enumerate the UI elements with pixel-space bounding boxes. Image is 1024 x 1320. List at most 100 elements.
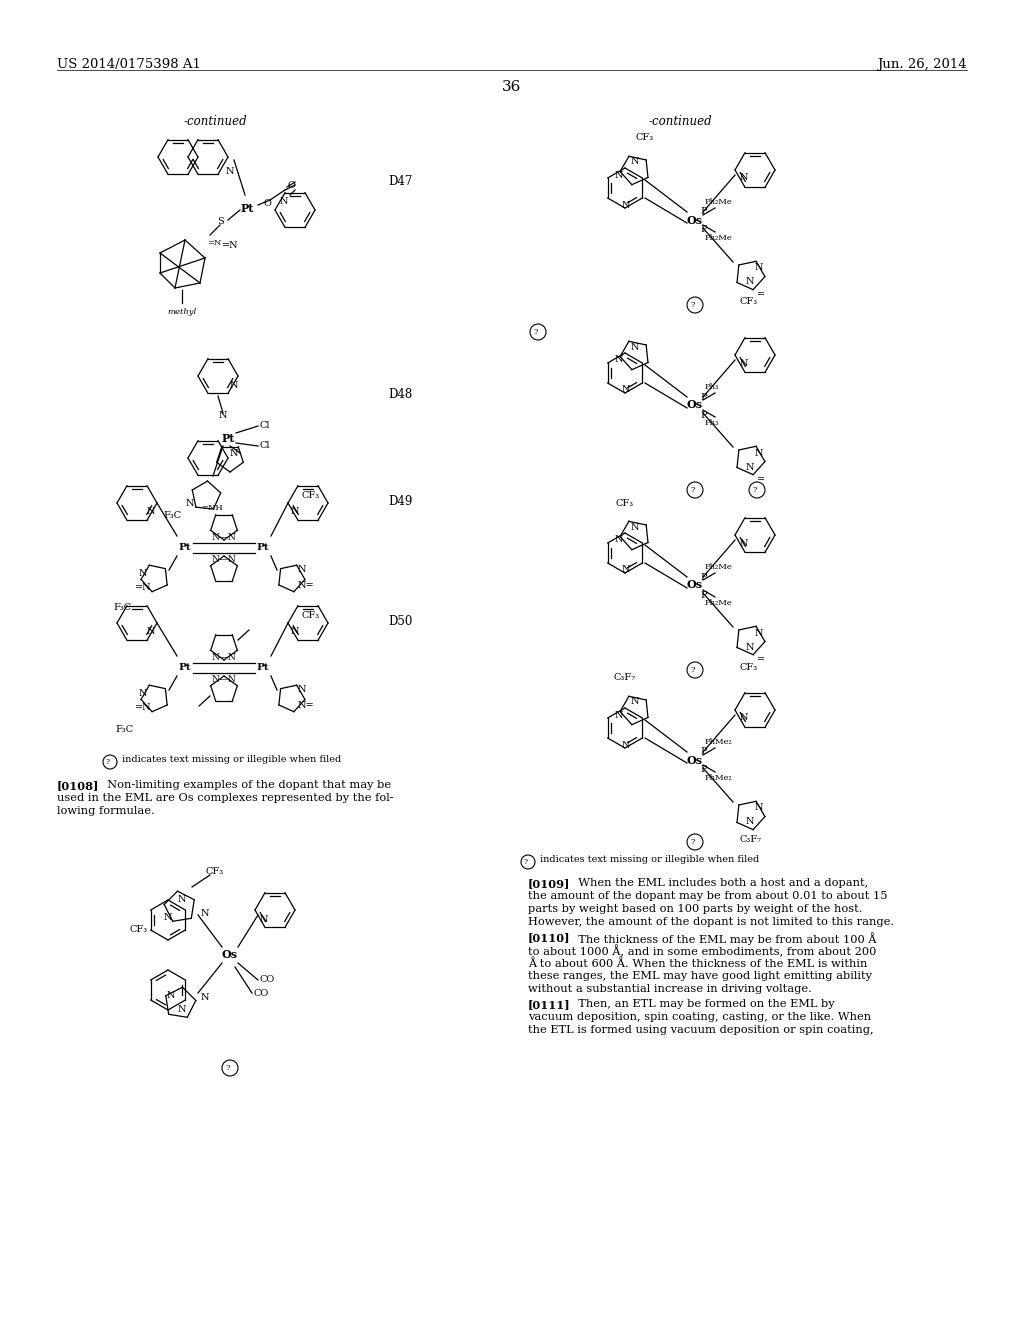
- Text: CF₃: CF₃: [615, 499, 633, 507]
- Text: CF₃: CF₃: [635, 133, 653, 143]
- Text: F₃C: F₃C: [115, 726, 133, 734]
- Text: N: N: [631, 697, 639, 706]
- Text: N: N: [745, 643, 755, 652]
- Text: C₃F₇: C₃F₇: [613, 673, 635, 682]
- Text: Ph₂Me: Ph₂Me: [705, 599, 733, 607]
- Text: P: P: [700, 411, 707, 420]
- Text: indicates text missing or illegible when filed: indicates text missing or illegible when…: [540, 854, 759, 863]
- Text: these ranges, the EML may have good light emitting ability: these ranges, the EML may have good ligh…: [528, 972, 872, 981]
- Text: lowing formulae.: lowing formulae.: [57, 807, 155, 816]
- Text: Pt: Pt: [178, 544, 191, 553]
- Text: N: N: [185, 499, 194, 507]
- Text: CF₃: CF₃: [740, 663, 758, 672]
- Text: Pt: Pt: [221, 433, 234, 444]
- Text: N: N: [745, 277, 755, 286]
- Text: Cl: Cl: [259, 441, 269, 450]
- Text: CF₃: CF₃: [740, 297, 758, 306]
- Text: D47: D47: [388, 176, 413, 187]
- Text: When the EML includes both a host and a dopant,: When the EML includes both a host and a …: [571, 878, 868, 888]
- Text: F₃C: F₃C: [113, 603, 131, 612]
- Text: N: N: [622, 565, 630, 574]
- Text: N: N: [147, 627, 156, 635]
- Text: N: N: [298, 565, 306, 574]
- Text: N—N: N—N: [212, 556, 237, 565]
- Text: Os: Os: [687, 579, 703, 590]
- Text: [0108]: [0108]: [57, 780, 99, 791]
- Text: D50: D50: [388, 615, 413, 628]
- Text: Os: Os: [687, 400, 703, 411]
- Text: N: N: [201, 908, 209, 917]
- Text: N: N: [631, 523, 639, 532]
- Text: N—N: N—N: [212, 533, 237, 543]
- Text: P: P: [700, 590, 707, 599]
- Text: N: N: [622, 201, 630, 210]
- Text: Os: Os: [687, 214, 703, 226]
- Text: N: N: [230, 381, 239, 391]
- Text: CF₃: CF₃: [130, 925, 148, 935]
- Text: CO: CO: [260, 974, 275, 983]
- Text: -continued: -continued: [648, 115, 712, 128]
- Text: Jun. 26, 2014: Jun. 26, 2014: [878, 58, 967, 71]
- Text: methyl: methyl: [168, 308, 197, 315]
- Text: ?: ?: [105, 758, 110, 766]
- Text: N=: N=: [298, 701, 314, 710]
- Text: Pt: Pt: [241, 202, 254, 214]
- Text: C₃F₇: C₃F₇: [740, 836, 762, 845]
- Text: The thickness of the EML may be from about 100 Å: The thickness of the EML may be from abo…: [571, 932, 877, 945]
- Text: N: N: [740, 714, 749, 722]
- Text: ?: ?: [753, 486, 758, 494]
- Text: P: P: [700, 226, 707, 235]
- Text: N: N: [622, 385, 630, 395]
- Text: D49: D49: [388, 495, 413, 508]
- Text: Ph₃: Ph₃: [705, 383, 719, 391]
- Text: N: N: [178, 1006, 186, 1015]
- Text: N: N: [147, 507, 156, 516]
- Text: to about 1000 Å, and in some embodiments, from about 200: to about 1000 Å, and in some embodiments…: [528, 945, 877, 957]
- Text: O: O: [288, 181, 296, 190]
- Text: N: N: [745, 462, 755, 471]
- Text: N: N: [755, 449, 764, 458]
- Text: [0109]: [0109]: [528, 878, 570, 888]
- Text: =: =: [757, 475, 765, 484]
- Text: N—N: N—N: [212, 676, 237, 685]
- Text: the amount of the dopant may be from about 0.01 to about 15: the amount of the dopant may be from abo…: [528, 891, 888, 902]
- Text: ?: ?: [691, 667, 695, 675]
- Text: N=: N=: [298, 582, 314, 590]
- Text: indicates text missing or illegible when filed: indicates text missing or illegible when…: [122, 755, 341, 763]
- Text: Pt: Pt: [178, 664, 191, 672]
- Text: ?: ?: [691, 838, 695, 846]
- Text: Cl: Cl: [259, 421, 269, 430]
- Text: N: N: [631, 342, 639, 351]
- Text: N: N: [219, 412, 227, 421]
- Text: CO: CO: [253, 989, 268, 998]
- Text: CF₃: CF₃: [301, 611, 319, 620]
- Text: N—N: N—N: [212, 653, 237, 663]
- Text: N: N: [755, 264, 764, 272]
- Text: Non-limiting examples of the dopant that may be: Non-limiting examples of the dopant that…: [100, 780, 391, 789]
- Text: N: N: [260, 916, 268, 924]
- Text: N: N: [631, 157, 639, 166]
- Text: Ph₂Me: Ph₂Me: [705, 564, 733, 572]
- Text: ?: ?: [691, 301, 695, 309]
- Text: N: N: [229, 449, 239, 458]
- Text: P: P: [700, 747, 707, 756]
- Text: =N: =N: [222, 240, 239, 249]
- Text: P: P: [700, 766, 707, 775]
- Text: CF₃: CF₃: [301, 491, 319, 500]
- Text: Pt: Pt: [257, 544, 269, 553]
- Text: ?: ?: [691, 486, 695, 494]
- Text: N: N: [614, 536, 623, 544]
- Text: without a substantial increase in driving voltage.: without a substantial increase in drivin…: [528, 983, 812, 994]
- Text: Ph₂Me: Ph₂Me: [705, 198, 733, 206]
- Text: F₃C: F₃C: [163, 511, 181, 520]
- Text: N: N: [178, 895, 186, 904]
- Text: Ph₃: Ph₃: [705, 418, 719, 426]
- Text: =NH: =NH: [201, 504, 223, 512]
- Text: N: N: [167, 990, 175, 999]
- Text: the ETL is formed using vacuum deposition or spin coating,: the ETL is formed using vacuum depositio…: [528, 1026, 873, 1035]
- Text: =N: =N: [135, 704, 152, 713]
- Text: N: N: [614, 710, 623, 719]
- Text: N: N: [280, 198, 289, 206]
- Text: N: N: [740, 359, 749, 367]
- Text: ?: ?: [534, 327, 539, 337]
